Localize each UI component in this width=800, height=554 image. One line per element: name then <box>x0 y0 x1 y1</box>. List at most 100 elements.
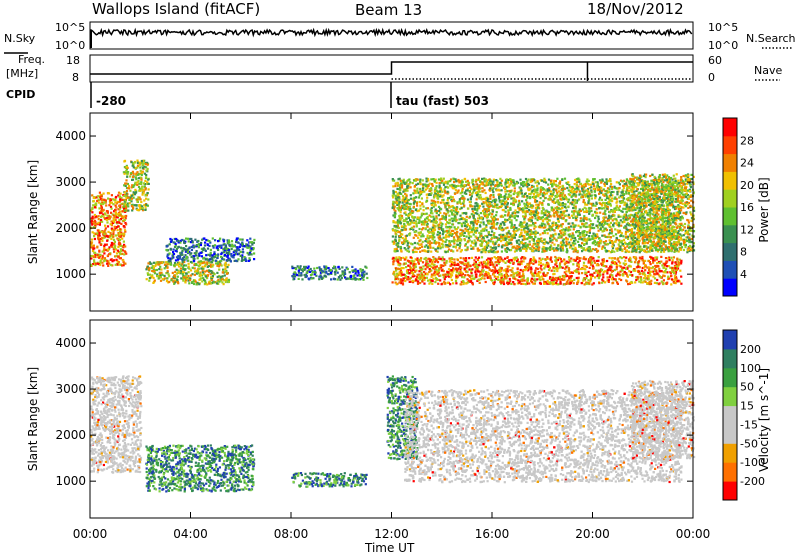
range-cell <box>179 267 182 270</box>
range-cell <box>173 281 177 284</box>
range-cell <box>252 247 255 250</box>
range-cell <box>526 206 529 210</box>
range-cell <box>588 261 591 264</box>
range-cell <box>465 265 468 268</box>
range-cell <box>486 260 490 263</box>
range-cell <box>239 238 242 241</box>
range-cell <box>560 212 563 215</box>
range-cell <box>107 197 110 200</box>
range-cell <box>231 243 234 246</box>
range-cell <box>511 184 514 187</box>
range-cell <box>592 267 595 270</box>
range-cell <box>406 249 409 253</box>
range-cell <box>181 273 184 276</box>
range-cell <box>609 178 612 181</box>
range-cell <box>194 238 197 241</box>
range-cell <box>660 188 663 191</box>
freq-tick-top: 18 <box>66 54 80 67</box>
range-cell <box>142 191 145 194</box>
range-cell <box>117 232 120 235</box>
range-cell <box>600 262 603 265</box>
range-cell <box>503 214 507 217</box>
range-cell <box>216 264 219 267</box>
range-cell <box>97 253 101 256</box>
range-cell <box>623 247 626 251</box>
range-cell <box>553 282 556 285</box>
range-cell <box>174 270 177 273</box>
range-cell <box>616 281 619 284</box>
range-cell <box>474 256 477 259</box>
range-cell <box>94 225 97 229</box>
range-cell <box>428 282 431 285</box>
range-cell <box>398 208 402 211</box>
range-cell <box>426 207 429 210</box>
range-cell <box>482 265 485 268</box>
range-cell <box>191 240 194 243</box>
range-cell <box>313 267 316 270</box>
range-cell <box>104 248 107 252</box>
range-cell <box>141 193 144 196</box>
range-cell <box>147 198 150 201</box>
range-cell <box>362 273 365 276</box>
range-cell <box>506 205 509 209</box>
range-cell <box>589 183 592 186</box>
range-cell <box>187 259 190 262</box>
range-cell <box>561 245 564 248</box>
range-cell <box>413 275 416 278</box>
range-cell <box>521 256 524 259</box>
range-cell <box>168 252 171 255</box>
range-cell <box>537 241 540 244</box>
range-cell <box>130 200 133 203</box>
range-cell <box>573 200 576 203</box>
range-cell <box>125 164 128 167</box>
range-cell <box>570 275 573 278</box>
range-cell <box>340 277 343 280</box>
range-cell <box>424 264 427 267</box>
range-cell <box>307 268 311 271</box>
range-cell <box>585 180 588 183</box>
range-cell <box>118 241 121 244</box>
range-cell <box>562 228 565 231</box>
range-cell <box>427 237 430 240</box>
range-cell <box>166 245 169 248</box>
range-cell <box>119 232 122 236</box>
nsearch-label: N.Search <box>746 32 796 45</box>
range-cell <box>308 278 311 281</box>
range-cell <box>569 279 572 282</box>
range-cell <box>449 276 452 279</box>
range-cell <box>130 197 134 200</box>
range-cell <box>98 255 102 258</box>
range-cell <box>118 204 121 207</box>
range-cell <box>652 261 655 264</box>
range-cell <box>569 281 572 284</box>
range-cell <box>408 245 411 248</box>
range-cell <box>193 245 196 248</box>
range-cell <box>649 255 652 258</box>
range-cell <box>217 253 220 256</box>
range-cell <box>101 198 104 201</box>
range-cell <box>111 213 114 216</box>
range-cell <box>465 180 468 183</box>
range-cell <box>663 250 666 253</box>
range-cell <box>531 281 534 284</box>
range-cell <box>611 200 614 203</box>
range-cell <box>618 187 621 190</box>
range-cell <box>192 280 195 283</box>
range-cell <box>624 246 627 249</box>
range-cell <box>552 280 555 283</box>
range-cell <box>620 209 623 213</box>
range-cell <box>472 233 475 236</box>
range-cell <box>671 259 674 262</box>
range-cell <box>434 260 437 263</box>
range-cell <box>98 191 101 194</box>
range-cell <box>124 245 127 248</box>
range-cell <box>118 212 121 215</box>
range-cell <box>435 259 438 262</box>
range-cell <box>217 278 220 281</box>
range-cell <box>538 260 541 263</box>
range-cell <box>562 243 565 246</box>
range-cell <box>498 237 501 240</box>
range-cell <box>637 265 640 268</box>
range-cell <box>493 266 496 269</box>
range-cell <box>553 272 556 276</box>
